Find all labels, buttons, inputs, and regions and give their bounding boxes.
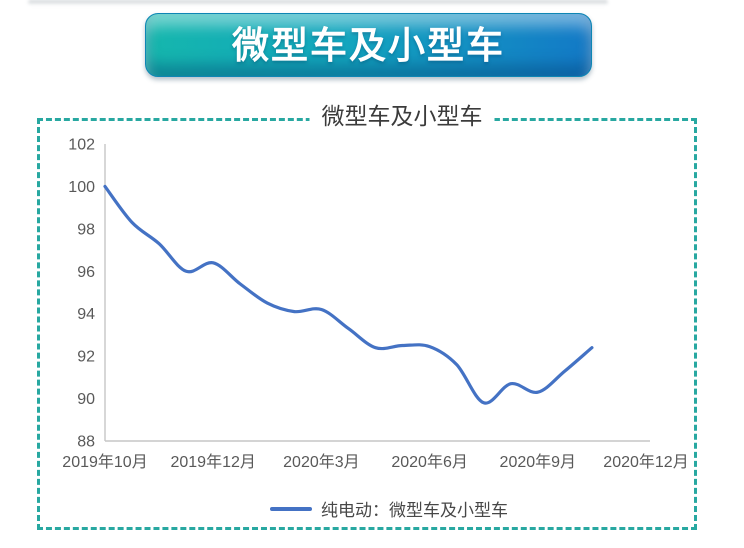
x-tick-label: 2019年10月 [62, 453, 147, 471]
x-tick-label: 2019年12月 [170, 453, 255, 471]
top-edge-shadow [28, 0, 608, 5]
y-tick-label: 98 [77, 221, 95, 238]
y-tick-label: 100 [68, 179, 95, 196]
x-tick-label: 2020年3月 [283, 453, 360, 471]
section-banner: 微型车及小型车 [145, 13, 592, 77]
x-axis-tick-labels: 2019年10月 2019年12月 2020年3月 2020年6月 2020年9月 202… [62, 453, 688, 471]
chart-legend: 纯电动：微型车及小型车 [270, 496, 508, 521]
chart-title: 微型车及小型车 [309, 97, 495, 131]
x-tick-label: 2020年6月 [391, 453, 468, 471]
legend-line-swatch [270, 506, 312, 511]
section-banner-title: 微型车及小型车 [232, 24, 505, 66]
y-tick-label: 90 [77, 391, 95, 408]
y-axis-tick-labels: 102 100 98 96 94 92 90 88 [68, 137, 95, 451]
x-tick-label: 2020年9月 [500, 453, 577, 471]
y-tick-label: 88 [77, 434, 95, 451]
y-tick-label: 102 [68, 137, 95, 154]
y-tick-label: 94 [77, 306, 95, 323]
legend-series-label: 纯电动：微型车及小型车 [321, 501, 508, 520]
series-line-pure-electric [103, 184, 594, 405]
y-tick-label: 92 [77, 349, 95, 366]
y-tick-label: 96 [77, 264, 95, 281]
x-tick-label: 2020年12月 [603, 453, 688, 471]
